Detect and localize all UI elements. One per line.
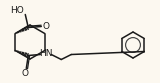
Text: HN: HN (40, 49, 53, 59)
Text: O: O (22, 69, 29, 78)
Text: HO: HO (10, 5, 24, 15)
Text: O: O (43, 21, 50, 30)
